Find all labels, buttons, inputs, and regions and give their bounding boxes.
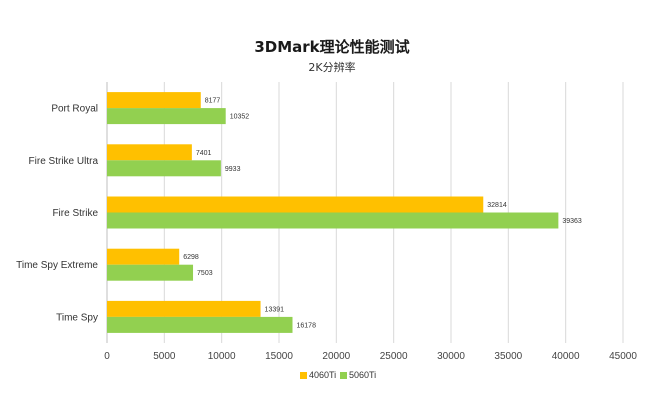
category-label: Port Royal (51, 104, 98, 115)
data-label: 6298 (183, 254, 199, 261)
x-tick-label: 0 (104, 351, 110, 362)
bar-5060ti (107, 264, 194, 281)
bars (107, 92, 559, 333)
legend-label: 4060Ti (309, 370, 336, 380)
category-label: Fire Strike (52, 208, 98, 219)
x-tick-label: 25000 (380, 351, 408, 362)
x-tick-label: 10000 (208, 351, 236, 362)
legend-swatch-4060ti (300, 372, 307, 379)
legend-swatch-5060ti (340, 372, 347, 379)
bar-4060ti (107, 248, 180, 265)
x-tick-label: 35000 (494, 351, 522, 362)
chart-title: 3DMark理论性能测试 (254, 38, 409, 56)
legend: 4060Ti 5060Ti (300, 370, 376, 380)
bar-4060ti (107, 300, 261, 317)
bar-5060ti (107, 108, 226, 125)
x-tick-label: 40000 (552, 351, 580, 362)
x-tick-label: 20000 (322, 351, 350, 362)
data-label: 13391 (265, 306, 285, 313)
bar-4060ti (107, 92, 201, 109)
bar-5060ti (107, 212, 559, 229)
x-tick-label: 45000 (609, 351, 637, 362)
bar-4060ti (107, 144, 192, 161)
x-tick-label: 5000 (153, 351, 176, 362)
chart-subtitle: 2K分辨率 (308, 60, 355, 74)
labels: 0 5000 10000 15000 20000 25000 30000 35000 40000… (16, 98, 637, 362)
x-tick-label: 15000 (265, 351, 293, 362)
category-label: Fire Strike Ultra (29, 156, 99, 167)
data-label: 32814 (487, 202, 507, 209)
category-label: Time Spy (56, 312, 98, 323)
bar-5060ti (107, 316, 293, 333)
legend-label: 5060Ti (349, 370, 376, 380)
data-label: 10352 (230, 114, 250, 121)
bar-4060ti (107, 196, 484, 213)
bar-5060ti (107, 160, 221, 177)
data-label: 9933 (225, 166, 241, 173)
category-label: Time Spy Extreme (16, 260, 98, 271)
data-label: 39363 (562, 218, 582, 225)
data-label: 7503 (197, 270, 213, 277)
x-tick-label: 30000 (437, 351, 465, 362)
data-label: 16178 (297, 322, 317, 329)
data-label: 7401 (196, 150, 212, 157)
data-label: 8177 (205, 98, 221, 105)
